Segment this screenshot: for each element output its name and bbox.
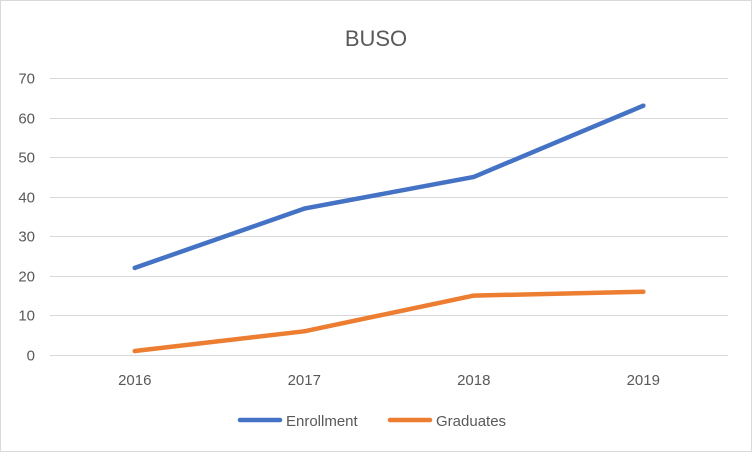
x-tick-label: 2016 (118, 372, 151, 389)
legend-item-enrollment: Enrollment (237, 413, 359, 430)
data-point-graduates (302, 329, 307, 334)
x-axis-tick-labels: 2016 2017 2018 2019 (118, 372, 660, 389)
series-line-enrollment (132, 103, 646, 271)
y-tick-label: 60 (18, 111, 35, 128)
legend-label: Graduates (436, 413, 506, 430)
y-tick-label: 10 (18, 308, 35, 325)
data-point-enrollment (471, 174, 476, 180)
series-line-graduates (132, 289, 646, 354)
legend-item-graduates: Graduates (387, 413, 506, 430)
y-tick-label: 0 (27, 348, 35, 365)
data-point-graduates (132, 348, 137, 354)
data-point-graduates (471, 293, 476, 298)
data-point-enrollment (302, 206, 307, 211)
chart-title: BUSO (345, 26, 407, 51)
legend: Enrollment Graduates (237, 413, 506, 430)
data-point-enrollment (132, 265, 137, 271)
series-lines (132, 103, 646, 354)
data-point-graduates (641, 289, 646, 294)
y-tick-label: 70 (18, 71, 35, 88)
y-tick-label: 20 (18, 269, 35, 286)
x-tick-label: 2019 (627, 372, 660, 389)
y-tick-label: 30 (18, 229, 35, 246)
y-tick-label: 40 (18, 190, 35, 207)
data-point-enrollment (641, 103, 646, 108)
legend-label: Enrollment (286, 413, 359, 430)
y-axis-tick-labels: 0 10 20 30 40 50 60 70 (18, 71, 35, 365)
x-tick-label: 2017 (288, 372, 321, 389)
x-tick-label: 2018 (457, 372, 490, 389)
y-tick-label: 50 (18, 150, 35, 167)
